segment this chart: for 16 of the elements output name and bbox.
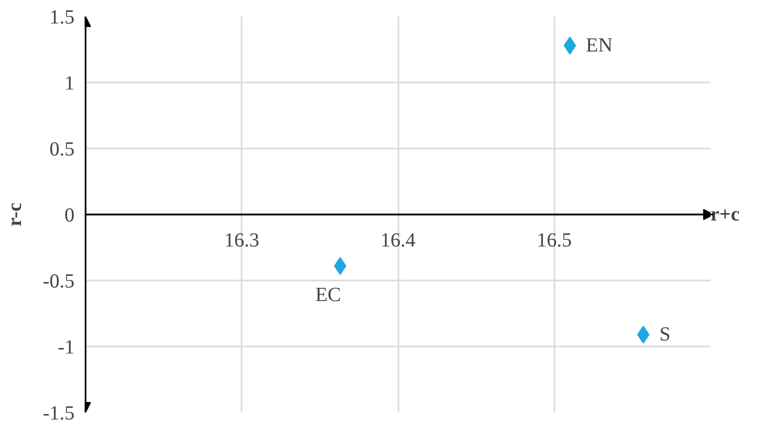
y-tick-label: 0.5 [50,138,74,160]
y-tick-label: 0 [64,204,74,226]
y-tick-label: -1.5 [42,402,75,424]
x-tick-label: 16.4 [380,230,416,252]
annotation: EC [315,284,341,306]
annotation: EN [586,34,613,57]
x-axis-title: r+c [710,204,740,226]
y-axis-title: r-c [4,202,26,226]
y-tick-label: 1 [64,72,74,94]
y-tick-label: 1.5 [50,6,74,28]
x-tick-label: 16.3 [224,230,260,252]
annotation: S [659,324,670,346]
point [564,36,576,55]
x-tick-label: 16.5 [536,230,572,252]
y-tick-label: -0.5 [42,270,75,292]
y-tick-label: -1 [58,336,75,358]
